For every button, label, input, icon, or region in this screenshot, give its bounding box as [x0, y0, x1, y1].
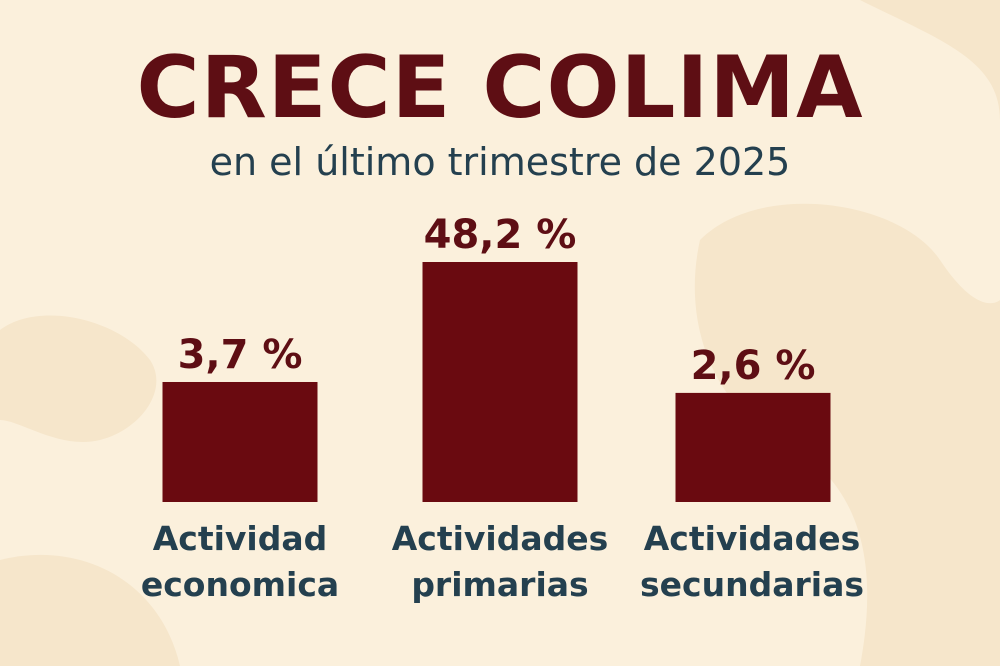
bar — [422, 262, 578, 502]
category-label-actividades-secundarias: Actividades secundarias — [632, 516, 872, 608]
category-label-line: primarias — [411, 565, 589, 604]
category-label-line: secundarias — [640, 565, 864, 604]
bar — [162, 381, 318, 502]
chart-title: CRECE COLIMA — [136, 38, 864, 138]
chart-subtitle: en el último trimestre de 2025 — [209, 140, 791, 184]
bar-value-label: 2,6 % — [691, 343, 816, 389]
bar-value-label: 48,2 % — [424, 212, 577, 258]
bar — [675, 392, 831, 502]
category-label-line: Actividades — [643, 519, 861, 558]
category-label-line: Actividades — [391, 519, 609, 558]
category-label-line: Actividad — [152, 519, 328, 558]
category-label-line: economica — [140, 565, 340, 604]
bar-value-label: 3,7 % — [178, 332, 303, 378]
category-label-actividad-economica: Actividad economica — [120, 516, 360, 608]
category-label-actividades-primarias: Actividades primarias — [380, 516, 620, 608]
